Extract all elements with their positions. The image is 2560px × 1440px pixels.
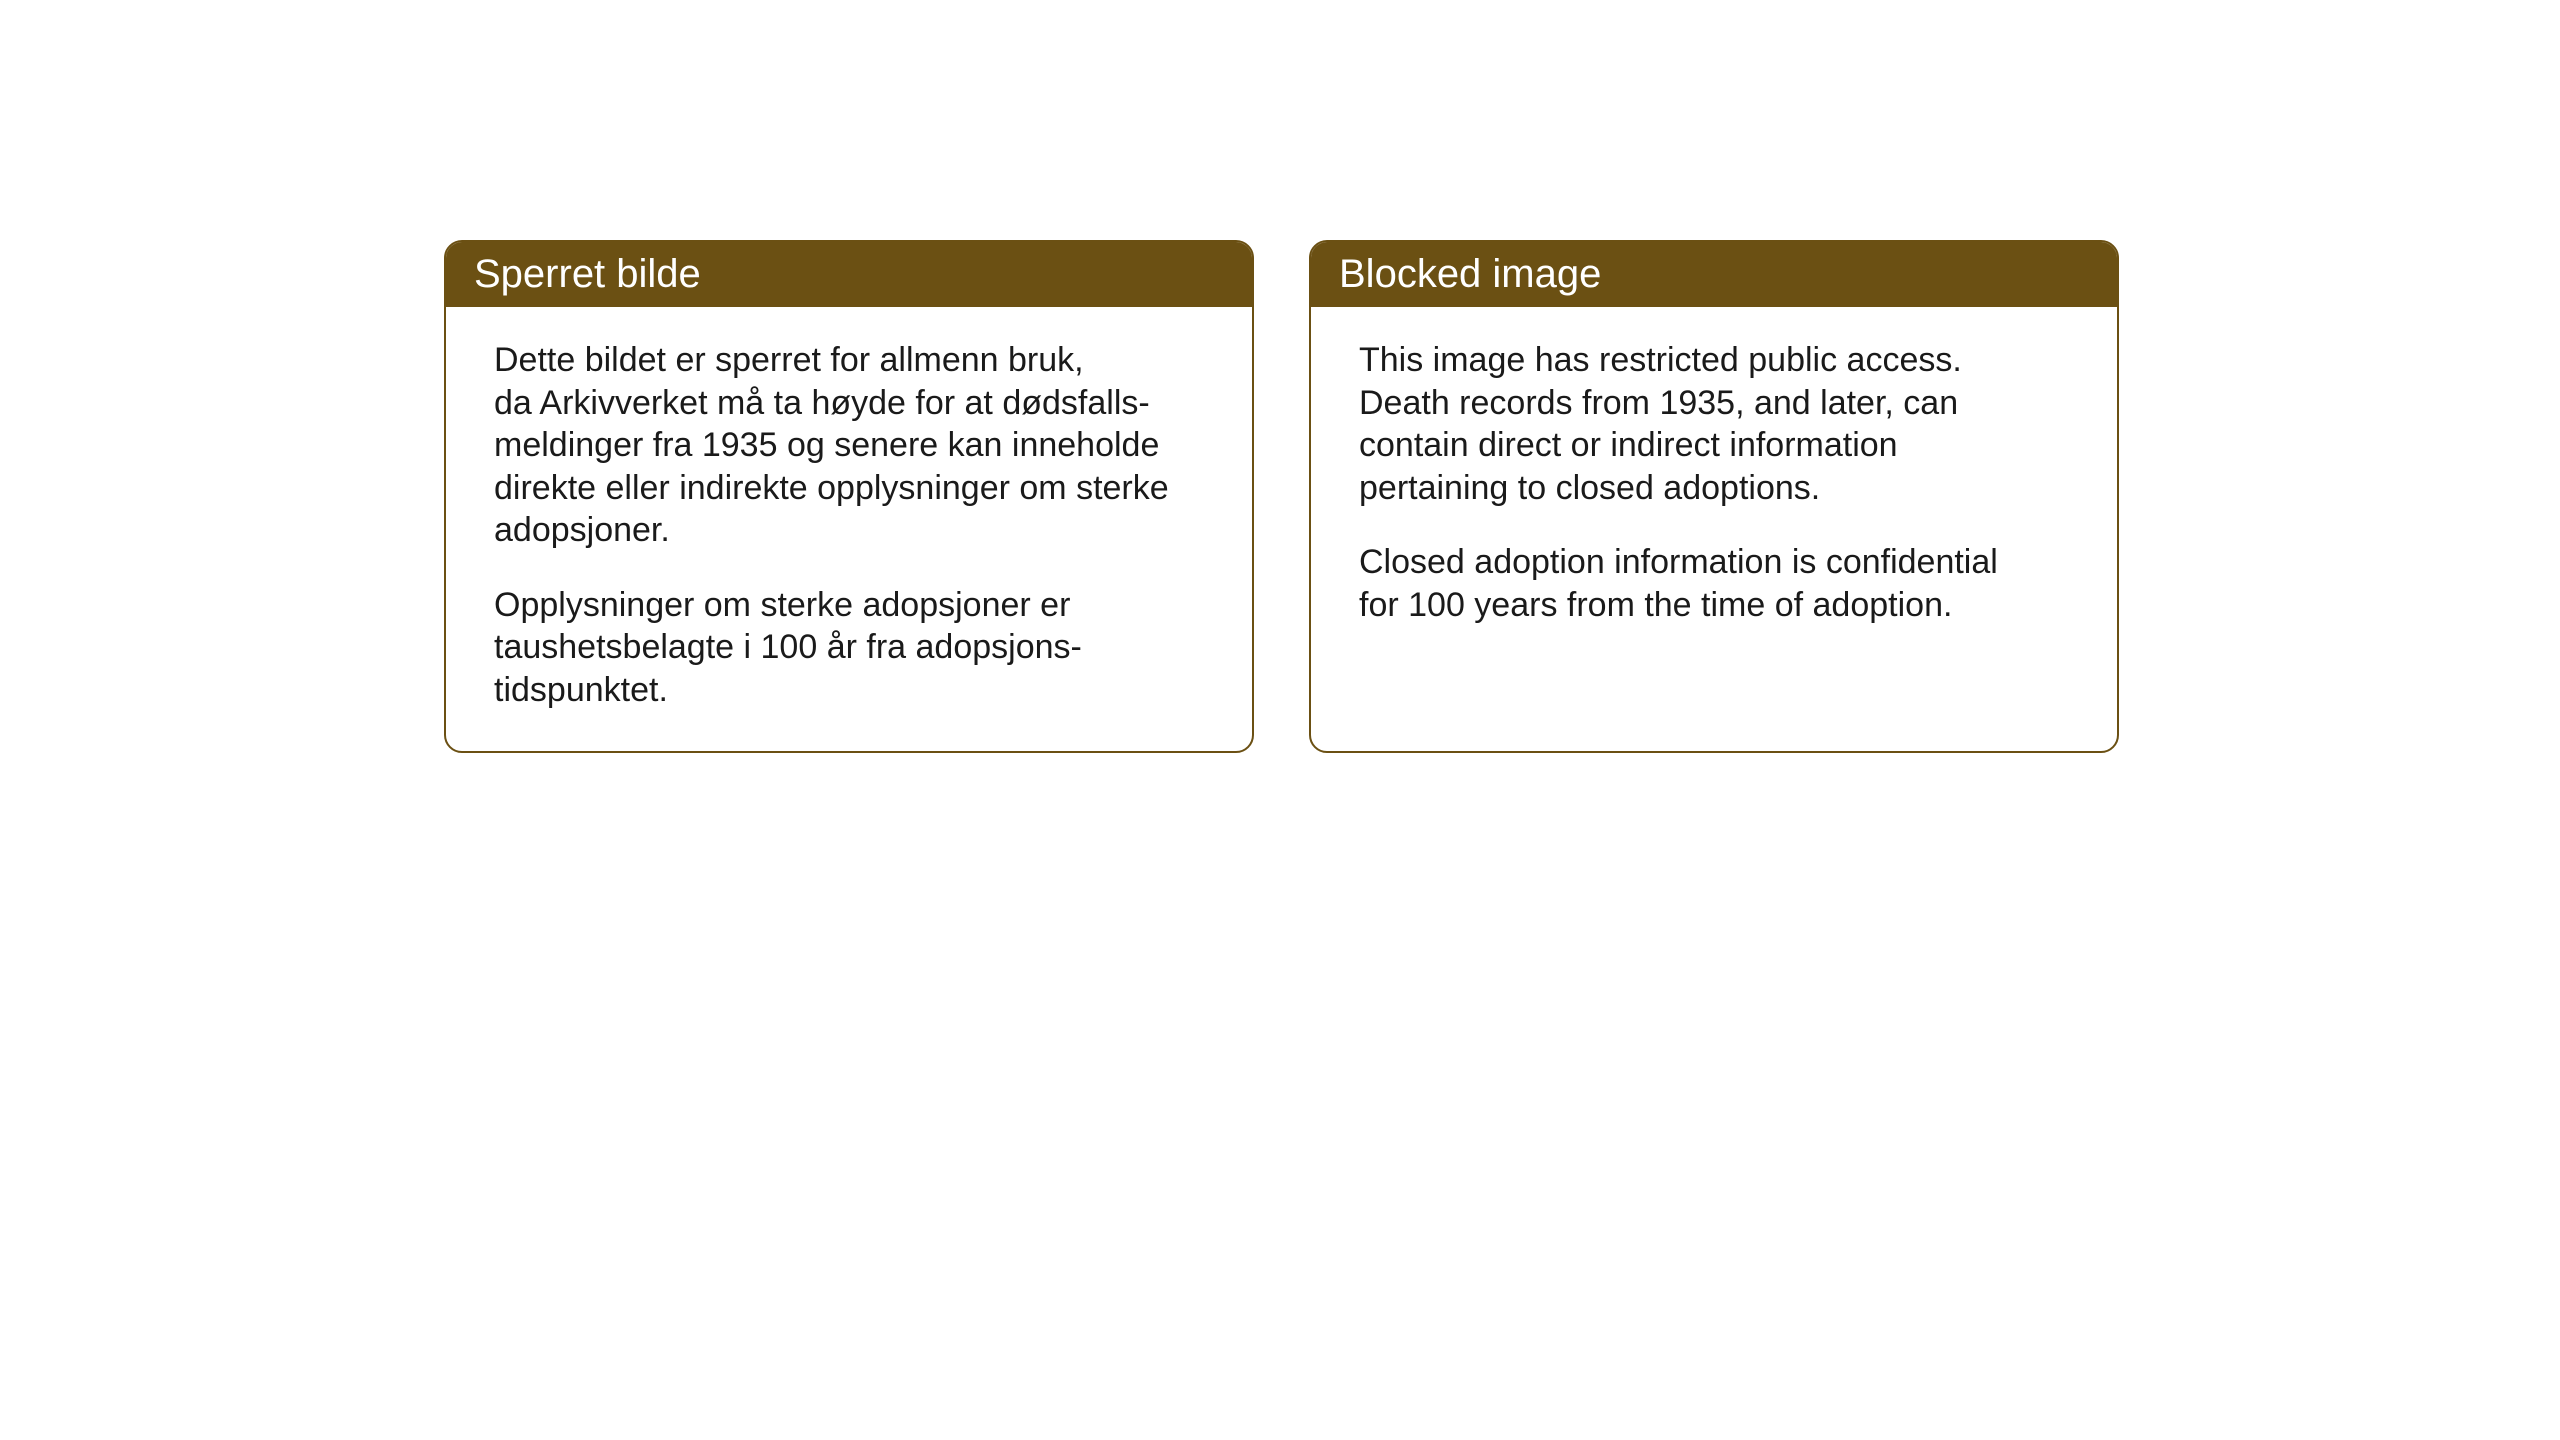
card-header-norwegian: Sperret bilde [446,242,1252,307]
paragraph-2: Closed adoption information is confident… [1359,541,2069,626]
line: Closed adoption information is confident… [1359,543,1998,581]
paragraph-1: Dette bildet er sperret for allmenn bruk… [494,339,1204,552]
line: pertaining to closed adoptions. [1359,469,1820,507]
line: for 100 years from the time of adoption. [1359,586,1952,624]
card-title: Sperret bilde [474,252,701,296]
line: contain direct or indirect information [1359,426,1898,464]
line: da Arkivverket må ta høyde for at dødsfa… [494,384,1150,422]
line: This image has restricted public access. [1359,341,1962,379]
card-body-norwegian: Dette bildet er sperret for allmenn bruk… [446,307,1252,751]
card-header-english: Blocked image [1311,242,2117,307]
line: Death records from 1935, and later, can [1359,384,1958,422]
card-norwegian: Sperret bilde Dette bildet er sperret fo… [444,240,1254,753]
line: Dette bildet er sperret for allmenn bruk… [494,341,1084,379]
line: adopsjoner. [494,511,670,549]
line: Opplysninger om sterke adopsjoner er [494,586,1070,624]
paragraph-2: Opplysninger om sterke adopsjoner er tau… [494,584,1204,712]
card-english: Blocked image This image has restricted … [1309,240,2119,753]
line: meldinger fra 1935 og senere kan innehol… [494,426,1159,464]
paragraph-1: This image has restricted public access.… [1359,339,2069,509]
card-title: Blocked image [1339,252,1601,296]
line: taushetsbelagte i 100 år fra adopsjons- [494,628,1082,666]
line: tidspunktet. [494,671,668,709]
card-body-english: This image has restricted public access.… [1311,307,2117,666]
line: direkte eller indirekte opplysninger om … [494,469,1169,507]
card-container: Sperret bilde Dette bildet er sperret fo… [444,240,2119,753]
